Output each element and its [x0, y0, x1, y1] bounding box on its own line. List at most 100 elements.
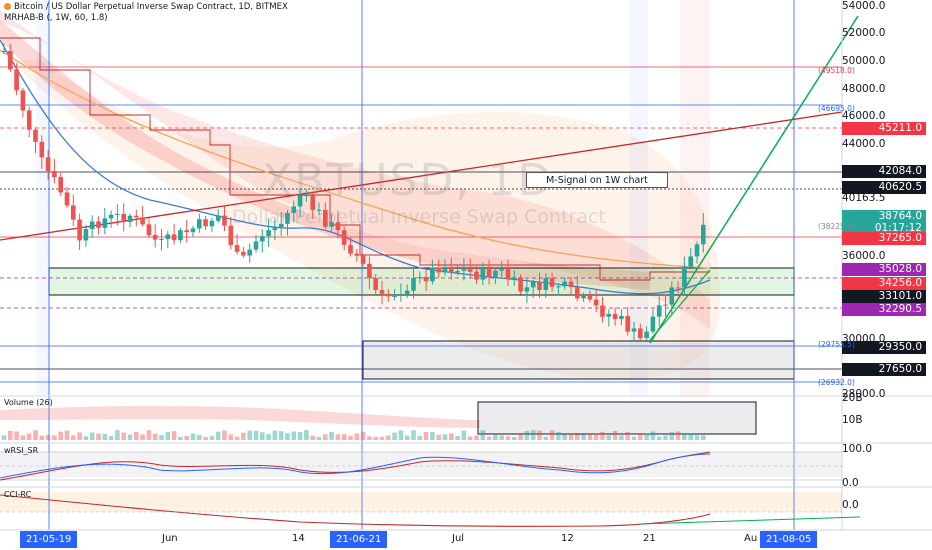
candle-body	[234, 245, 240, 252]
lower-zone-box	[362, 340, 795, 380]
volume-bar	[77, 432, 82, 440]
candle-body	[543, 278, 549, 291]
candle-body	[241, 251, 246, 256]
candle-body	[423, 276, 429, 282]
price-tick: 50000.0	[842, 55, 886, 67]
candle-body	[411, 278, 416, 291]
level-note: (29755.5)	[818, 340, 855, 349]
volume-bar	[152, 433, 158, 440]
candle-body	[77, 219, 82, 241]
candle-body	[669, 287, 675, 305]
volume-bar	[171, 431, 177, 440]
last-price-tag: 38764.0	[842, 210, 926, 223]
candle-body	[650, 316, 656, 332]
wrsi-pane-label[interactable]: wRSI_SR	[4, 446, 39, 455]
volume-bar	[64, 430, 70, 440]
candle-body	[171, 234, 177, 241]
price-tick: 54000.0	[842, 0, 886, 12]
price-tag: 29350.0	[842, 341, 926, 354]
volume-bar	[39, 435, 45, 440]
volume-bar	[348, 435, 353, 440]
candle-body	[165, 234, 171, 240]
volume-bar	[165, 432, 171, 440]
volume-bar	[436, 434, 441, 440]
volume-bar	[417, 435, 423, 440]
volume-bar	[556, 432, 561, 440]
candle-body	[392, 295, 397, 297]
ma-blue	[0, 39, 711, 295]
volume-bar	[260, 432, 265, 440]
candle-body	[341, 230, 347, 245]
volume-bar	[316, 436, 322, 440]
ma-ribbon-outer	[0, 10, 710, 330]
volume-bar	[304, 430, 309, 440]
volume-bar	[650, 431, 656, 440]
volume-bar	[159, 435, 164, 440]
candle-body	[486, 268, 492, 278]
level-note: (38225.0)	[818, 222, 855, 231]
volume-tick: 10B	[842, 414, 863, 426]
chart-title[interactable]: Bitcoin / US Dollar Perpetual Inverse Sw…	[4, 2, 288, 12]
volume-bar	[373, 436, 378, 440]
volume-bar	[367, 436, 372, 440]
volume-bar	[83, 436, 89, 440]
time-label: 21	[643, 533, 656, 544]
price-tick: 44000.0	[842, 138, 886, 150]
candle-body	[316, 209, 322, 211]
volume-bar	[234, 436, 240, 440]
volume-bar	[89, 432, 95, 440]
candle-body	[480, 268, 486, 280]
volume-bar	[505, 436, 511, 440]
candle-body	[530, 282, 536, 288]
price-tag: 45211.0	[842, 122, 926, 135]
candle-body	[499, 268, 504, 271]
volume-bar	[486, 436, 492, 440]
price-tag: 34256.0	[842, 277, 926, 290]
volume-bar	[108, 436, 114, 440]
volume-bar	[247, 430, 252, 440]
volume-bar	[499, 435, 504, 440]
volume-bar	[329, 431, 334, 440]
candle-body	[593, 299, 599, 306]
trendline-green-2	[649, 269, 711, 341]
candle-body	[549, 278, 555, 287]
candle-body	[518, 277, 523, 292]
time-highlight-right: 21-08-05	[760, 531, 818, 548]
candle-body	[102, 218, 108, 228]
volume-bar	[518, 434, 523, 440]
candle-body	[474, 271, 479, 280]
candle-body	[612, 313, 618, 320]
volume-pane-label[interactable]: Volume (26)	[4, 398, 53, 407]
candle-body	[587, 295, 593, 300]
price-tag: 35028.0	[842, 263, 926, 276]
m-signal-callout[interactable]: M-Signal on 1W chart	[526, 172, 668, 188]
candle-body	[367, 263, 372, 279]
volume-bar	[140, 434, 145, 440]
level-note: (49518.0)	[818, 66, 855, 75]
candle-body	[398, 294, 404, 296]
cci-pane-label[interactable]: CCI-RC	[4, 490, 32, 499]
candle-body	[297, 195, 303, 207]
volume-bar	[543, 436, 549, 440]
candle-body	[291, 206, 297, 213]
volume-bar	[285, 433, 290, 440]
candle-body	[354, 253, 360, 256]
candle-body	[58, 176, 63, 193]
volume-bar	[606, 435, 612, 440]
volume-bar	[530, 430, 536, 440]
session-highlight	[36, 0, 50, 395]
candle-body	[524, 287, 530, 292]
candle-body	[152, 235, 158, 240]
time-label: Jun	[162, 533, 178, 544]
volume-bar	[354, 433, 360, 440]
volume-bar	[45, 435, 51, 440]
volume-bar	[694, 435, 700, 440]
volume-bar	[625, 431, 630, 440]
volume-bar	[669, 432, 675, 440]
candle-body	[190, 228, 196, 233]
candle-body	[184, 230, 189, 233]
indicator-label[interactable]: MRHAB-B (, 1W, 60, 1.8)	[4, 13, 108, 23]
candle-body	[272, 227, 278, 231]
price-tick: 36000.0	[842, 250, 886, 262]
